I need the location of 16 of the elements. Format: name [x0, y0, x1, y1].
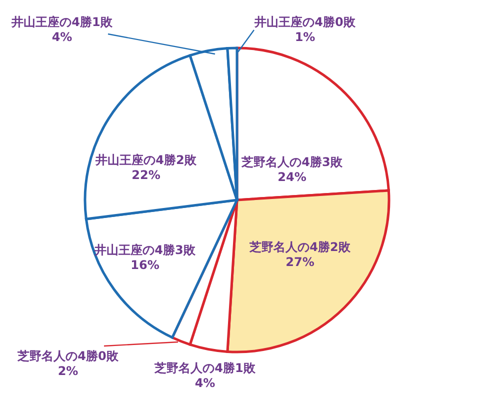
data-label: 22%	[132, 168, 160, 182]
data-label: 4%	[194, 376, 216, 390]
slice-label: 芝野名人の4勝3敗	[240, 155, 344, 169]
slice-label: 芝野名人の4勝2敗	[248, 240, 352, 254]
data-label: 27%	[286, 255, 314, 269]
data-label: 1%	[294, 30, 316, 44]
slice-label: 井山王座の4勝3敗	[94, 243, 196, 257]
data-label: 24%	[278, 170, 306, 184]
slice-label: 芝野名人の4勝0敗	[16, 349, 120, 363]
data-label: 4%	[52, 30, 72, 44]
slice-label: 井山王座の4勝2敗	[94, 153, 198, 167]
slice-label: 井山王座の4勝1敗	[10, 15, 114, 29]
data-label: 16%	[130, 258, 160, 272]
slice-label: 井山王座の4勝0敗	[254, 15, 356, 29]
slice-label: 芝野名人の4勝1敗	[154, 361, 256, 375]
data-label: 2%	[58, 364, 78, 378]
